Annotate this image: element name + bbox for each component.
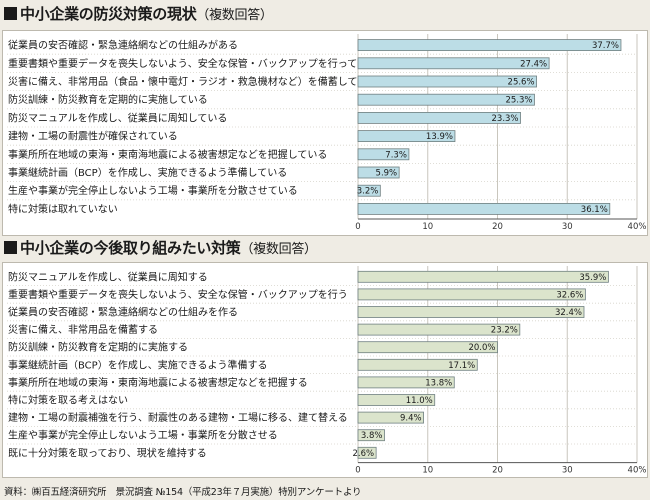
bar (357, 323, 521, 336)
category-label: 災害に備え、非常用品を備蓄する (8, 323, 158, 336)
value-label: 35.9% (579, 273, 606, 283)
bar (357, 202, 611, 215)
bar (357, 75, 537, 88)
value-label: 2.6% (353, 449, 375, 459)
value-label: 13.8% (425, 378, 452, 388)
tick-label: 20 (492, 466, 503, 476)
bar (357, 112, 521, 124)
value-label: 32.6% (556, 290, 583, 300)
category-label: 防災訓練・防災教育を定期的に実施する (8, 341, 188, 354)
tick-label: 30 (562, 466, 573, 476)
bar (357, 288, 586, 301)
value-label: 25.3% (505, 96, 532, 106)
bar (357, 130, 456, 142)
bar (357, 306, 585, 318)
value-label: 3.2% (357, 187, 379, 197)
tick-label: 10 (422, 466, 433, 476)
category-label: 既に十分対策を取っており、現状を維持する (8, 446, 207, 459)
chart1-title: 中小企業の防災対策の現状（複数回答） (4, 4, 273, 26)
category-label: 防災訓練・防災教育を定期的に実施している (8, 93, 208, 106)
category-label: 事業所所在地域の東海・東南海地震による被害想定などを把握している (8, 148, 327, 161)
category-label: 災害に備え、非常用品（食品・懐中電灯・ラジオ・救急機材など）を備蓄している (8, 75, 378, 88)
square-bullet-icon (4, 7, 17, 20)
bar (357, 93, 535, 106)
bar (357, 148, 410, 161)
value-label: 23.3% (492, 114, 519, 124)
value-label: 7.3% (385, 150, 407, 160)
category-label: 事業継続計画（BCP）を作成し、実施できるよう準備している (8, 166, 287, 179)
value-label: 37.7% (592, 41, 619, 51)
value-label: 5.9% (376, 169, 398, 179)
category-label: 特に対策は取れていない (8, 202, 118, 215)
value-label: 32.4% (555, 308, 582, 318)
tick-label: 40% (628, 466, 647, 476)
tick-label: 40% (628, 222, 647, 232)
category-label: 生産や事業が完全停止しないよう工場・事業所を分散させている (8, 184, 298, 197)
bar (357, 57, 550, 70)
category-label: 重要書類や重要データを喪失しないよう、安全な保管・バックアップを行っている (8, 57, 377, 70)
value-label: 3.8% (361, 431, 383, 441)
value-label: 25.6% (508, 78, 535, 88)
tick-label: 0 (355, 222, 360, 232)
source-note: 資料：㈱百五経済研究所 景況調査 №154（平成23年７月実施）特別アンケートよ… (4, 487, 362, 498)
square-bullet-icon (4, 241, 17, 254)
value-label: 11.0% (406, 396, 433, 406)
chart2-panel: 防災マニュアルを作成し、従業員に周知する 35.9% 重要書類や重要データを喪失しな… (2, 262, 648, 478)
value-label: 27.4% (520, 59, 547, 69)
category-label: 防災マニュアルを作成し、従業員に周知する (8, 270, 208, 283)
category-label: 建物・工場の耐震性が確保されている (8, 130, 178, 143)
value-label: 36.1% (581, 205, 608, 215)
tick-label: 30 (562, 222, 573, 232)
category-label: 防災マニュアルを作成し、従業員に周知している (8, 111, 227, 124)
bar (357, 358, 478, 371)
tick-label: 20 (492, 222, 503, 232)
bar (357, 394, 436, 406)
chart2-title: 中小企業の今後取り組みたい対策（複数回答） (4, 238, 317, 260)
value-label: 9.4% (400, 414, 422, 424)
bar (357, 446, 377, 459)
category-label: 生産や事業が完全停止しないよう工場・事業所を分散させる (8, 429, 278, 442)
bar (357, 270, 609, 283)
tick-label: 0 (355, 466, 360, 476)
category-label: 事業所所在地域の東海・東南海地震による被害想定などを把握する (8, 376, 308, 389)
category-label: 特に対策を取る考えはない (8, 394, 128, 407)
category-label: 重要書類や重要データを喪失しないよう、安全な保管・バックアップを行う (8, 288, 348, 301)
bar (357, 341, 498, 354)
category-label: 建物・工場の耐震補強を行う、耐震性のある建物・工場に移る、建て替える (8, 411, 348, 424)
bar (357, 376, 455, 389)
bar (357, 411, 424, 424)
value-label: 13.9% (426, 132, 453, 142)
chart1-svg: 従業員の安否確認・緊急連絡網などの仕組みがある 37.7% 重要書類や重要データを喪… (7, 34, 647, 232)
bar (357, 184, 381, 197)
tick-label: 10 (422, 222, 433, 232)
bar (357, 166, 400, 179)
bar (357, 39, 622, 52)
chart2-subtitle: （複数回答） (240, 242, 318, 257)
value-label: 23.2% (491, 326, 518, 336)
bar (357, 429, 385, 442)
chart2-svg: 防災マニュアルを作成し、従業員に周知する 35.9% 重要書類や重要データを喪失しな… (7, 266, 647, 476)
value-label: 17.1% (448, 361, 475, 371)
category-label: 事業継続計画（BCP）を作成し、実施できるよう準備する (8, 358, 268, 371)
chart1-panel: 従業員の安否確認・緊急連絡網などの仕組みがある 37.7% 重要書類や重要データを喪… (2, 30, 648, 236)
value-label: 20.0% (468, 343, 495, 353)
category-label: 従業員の安否確認・緊急連絡網などの仕組みがある (8, 39, 238, 52)
category-label: 従業員の安否確認・緊急連絡網などの仕組みを作る (8, 306, 238, 319)
chart1-subtitle: （複数回答） (196, 8, 273, 23)
